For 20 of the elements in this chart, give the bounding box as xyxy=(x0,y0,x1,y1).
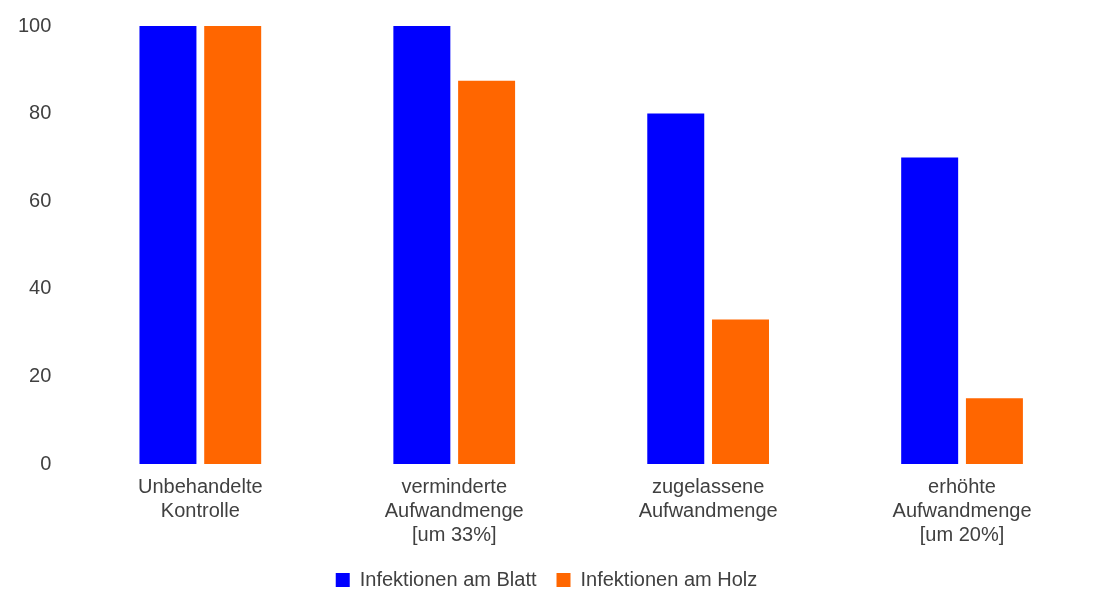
legend-label: Infektionen am Blatt xyxy=(359,567,537,590)
bar xyxy=(901,157,959,464)
bar xyxy=(647,113,705,464)
bar xyxy=(204,26,262,464)
x-tick-label: erhöhte Aufwandmenge [um 20%] xyxy=(892,474,1032,545)
x-tick-label: Unbehandelte Kontrolle xyxy=(138,474,263,521)
y-tick-label: 80 xyxy=(29,101,52,124)
y-tick-label: 0 xyxy=(40,451,52,474)
legend-label: Infektionen am Holz xyxy=(580,567,758,590)
bar xyxy=(965,398,1023,464)
y-tick-label: 20 xyxy=(29,363,52,386)
bar xyxy=(712,319,769,464)
bar xyxy=(458,80,516,464)
x-tick-label: verminderte Aufwandmenge [um 33%] xyxy=(384,474,524,545)
y-tick-label: 40 xyxy=(29,276,52,299)
bar xyxy=(393,26,451,464)
y-tick-label: 60 xyxy=(29,188,52,211)
x-tick-label: zugelassene Aufwandmenge xyxy=(638,474,778,521)
y-tick-label: 100 xyxy=(17,13,52,36)
bar xyxy=(139,26,197,464)
